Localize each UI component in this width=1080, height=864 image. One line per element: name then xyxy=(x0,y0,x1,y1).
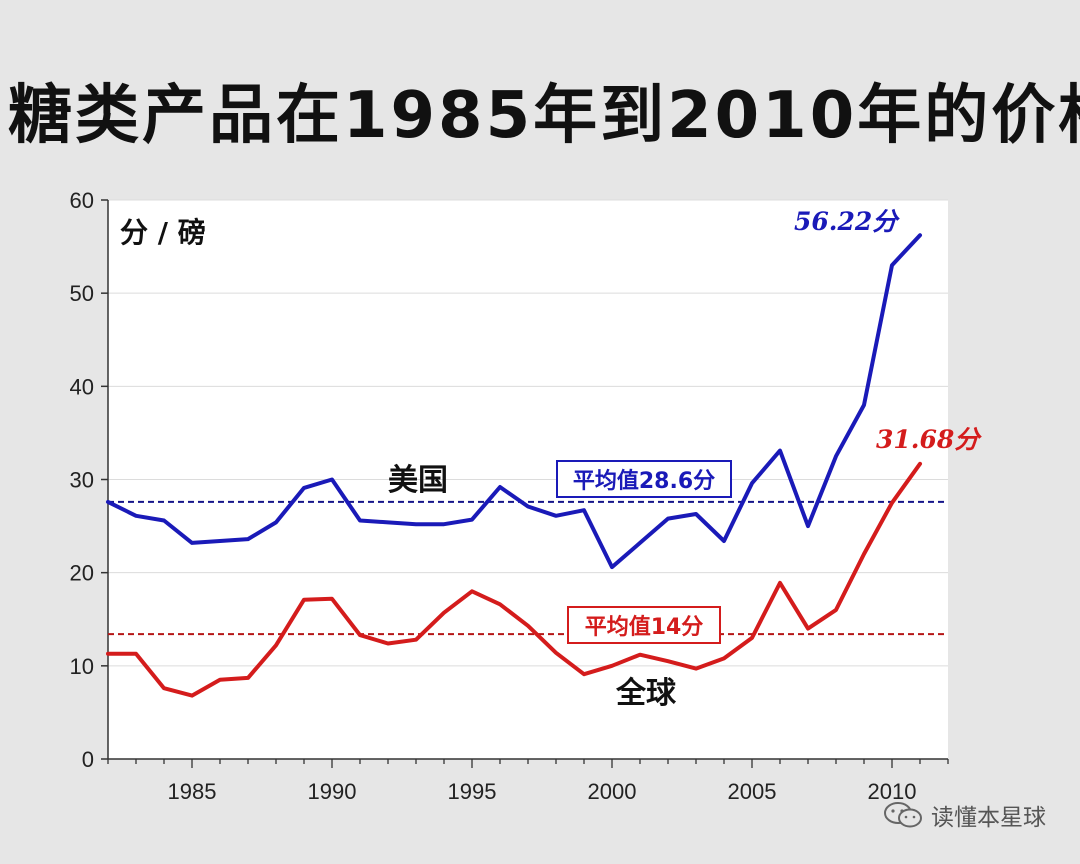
usa-end-value-label: 56.22分 xyxy=(794,207,900,236)
series-lines xyxy=(106,233,922,698)
y-tick-label: 0 xyxy=(82,747,94,772)
chart-title: 糖类产品在1985年到2010年的价格 xyxy=(8,79,1080,153)
wechat-icon xyxy=(884,802,922,828)
usa-mean-label: 平均值28.6分 xyxy=(573,468,715,494)
x-tick-label: 1995 xyxy=(448,779,497,804)
y-tick-label: 10 xyxy=(70,654,94,679)
y-tick-label: 60 xyxy=(70,188,94,213)
x-tick-label: 2010 xyxy=(868,779,917,804)
usa-series-line xyxy=(106,233,922,570)
watermark: 读懂本星球 xyxy=(883,798,1046,832)
usa-mean-box xyxy=(556,460,732,498)
y-tick-label: 20 xyxy=(70,561,94,586)
x-tick-label: 2005 xyxy=(728,779,777,804)
world-end-value-label: 31.68分 xyxy=(876,425,982,454)
mean-lines xyxy=(108,500,948,636)
world-mean-box xyxy=(567,606,721,644)
y-tick-label: 40 xyxy=(70,374,94,399)
gridlines xyxy=(108,199,948,667)
series-label-world: 全球 xyxy=(615,676,677,711)
unit-label: 分 / 磅 xyxy=(120,216,206,249)
series-label-usa: 美国 xyxy=(388,463,448,498)
y-tick-label: 50 xyxy=(70,281,94,306)
world-mean-label: 平均值14分 xyxy=(585,614,704,640)
axes: 0 10 20 30 40 50 60 1985 1990 1995 2000 2005 2010 xyxy=(70,188,949,804)
x-tick-label: 1985 xyxy=(168,779,217,804)
x-tick-label: 2000 xyxy=(588,779,637,804)
world-series-line xyxy=(106,461,922,698)
x-tick-label: 1990 xyxy=(308,779,357,804)
y-tick-label: 30 xyxy=(70,468,94,493)
watermark-text: 读懂本星球 xyxy=(931,805,1046,831)
